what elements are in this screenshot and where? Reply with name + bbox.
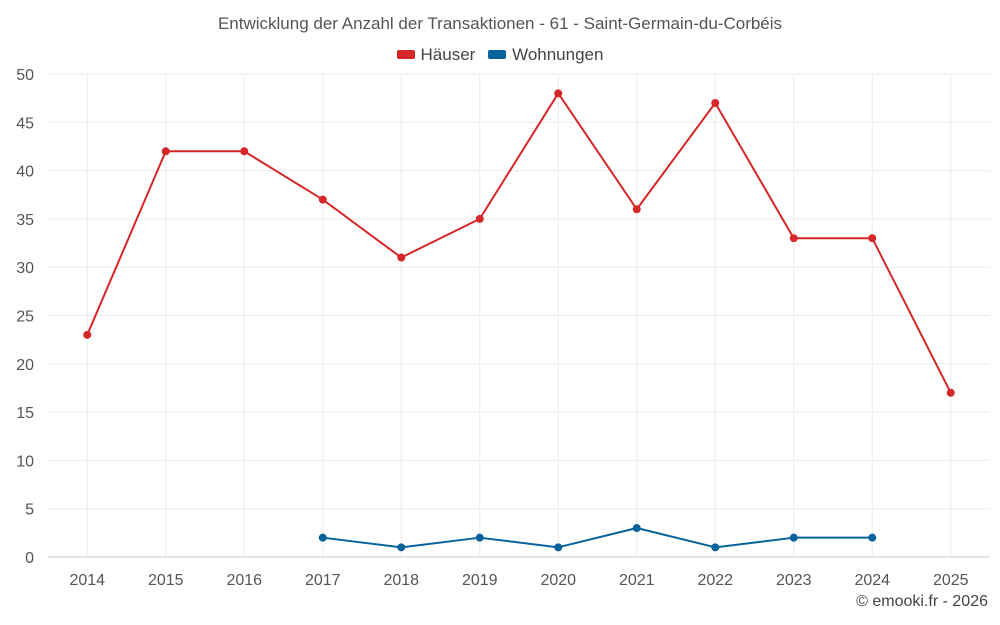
- y-tick-label: 25: [16, 309, 34, 326]
- data-point[interactable]: [161, 147, 170, 156]
- y-tick-label: 45: [16, 115, 34, 132]
- data-point[interactable]: [83, 330, 92, 339]
- legend-item-wohnungen[interactable]: Wohnungen: [488, 45, 603, 65]
- y-tick-label: 50: [16, 67, 34, 84]
- data-point[interactable]: [711, 98, 720, 107]
- data-point[interactable]: [789, 533, 798, 542]
- y-tick-label: 10: [16, 453, 34, 470]
- data-point[interactable]: [789, 234, 798, 243]
- data-point[interactable]: [868, 533, 877, 542]
- legend-swatch-haeuser: [396, 50, 415, 59]
- data-point[interactable]: [397, 253, 406, 262]
- legend-swatch-wohnungen: [488, 50, 507, 59]
- x-tick-label: 2023: [776, 572, 812, 589]
- y-tick-label: 5: [25, 502, 34, 519]
- x-tick-label: 2025: [933, 572, 969, 589]
- data-point[interactable]: [475, 533, 484, 542]
- chart-title: Entwicklung der Anzahl der Transaktionen…: [217, 14, 783, 33]
- x-tick-label: 2015: [148, 572, 184, 589]
- x-tick-label: 2024: [854, 572, 890, 589]
- x-tick-label: 2019: [462, 572, 498, 589]
- x-tick-label: 2016: [226, 572, 262, 589]
- legend-label-wohnungen: Wohnungen: [512, 44, 604, 64]
- data-point[interactable]: [397, 543, 406, 552]
- x-tick-label: 2017: [305, 572, 341, 589]
- series-line-1: [322, 527, 873, 549]
- legend-label-haeuser: Häuser: [420, 44, 476, 64]
- data-point[interactable]: [318, 533, 327, 542]
- data-point[interactable]: [554, 543, 563, 552]
- series-line-0: [86, 92, 952, 394]
- y-tick-label: 30: [16, 260, 34, 277]
- data-point[interactable]: [868, 234, 877, 243]
- y-tick-label: 0: [25, 550, 34, 567]
- data-point[interactable]: [240, 147, 249, 156]
- y-tick-label: 15: [16, 405, 34, 422]
- data-point[interactable]: [632, 205, 641, 214]
- x-tick-label: 2018: [383, 572, 419, 589]
- data-point[interactable]: [946, 388, 955, 397]
- x-tick-label: 2022: [697, 572, 733, 589]
- credit-text: © emooki.fr - 2026: [856, 593, 988, 610]
- data-point[interactable]: [318, 195, 327, 204]
- x-tick-label: 2020: [540, 572, 576, 589]
- data-point[interactable]: [711, 543, 720, 552]
- y-tick-label: 35: [16, 212, 34, 229]
- data-point[interactable]: [632, 524, 641, 533]
- x-tick-label: 2014: [69, 572, 105, 589]
- legend: Häuser Wohnungen: [0, 44, 1000, 65]
- data-point[interactable]: [554, 89, 563, 98]
- legend-item-haeuser[interactable]: Häuser: [396, 44, 476, 65]
- data-point[interactable]: [475, 214, 484, 223]
- y-tick-label: 40: [16, 164, 34, 181]
- x-tick-label: 2021: [619, 572, 655, 589]
- y-tick-label: 20: [16, 357, 34, 374]
